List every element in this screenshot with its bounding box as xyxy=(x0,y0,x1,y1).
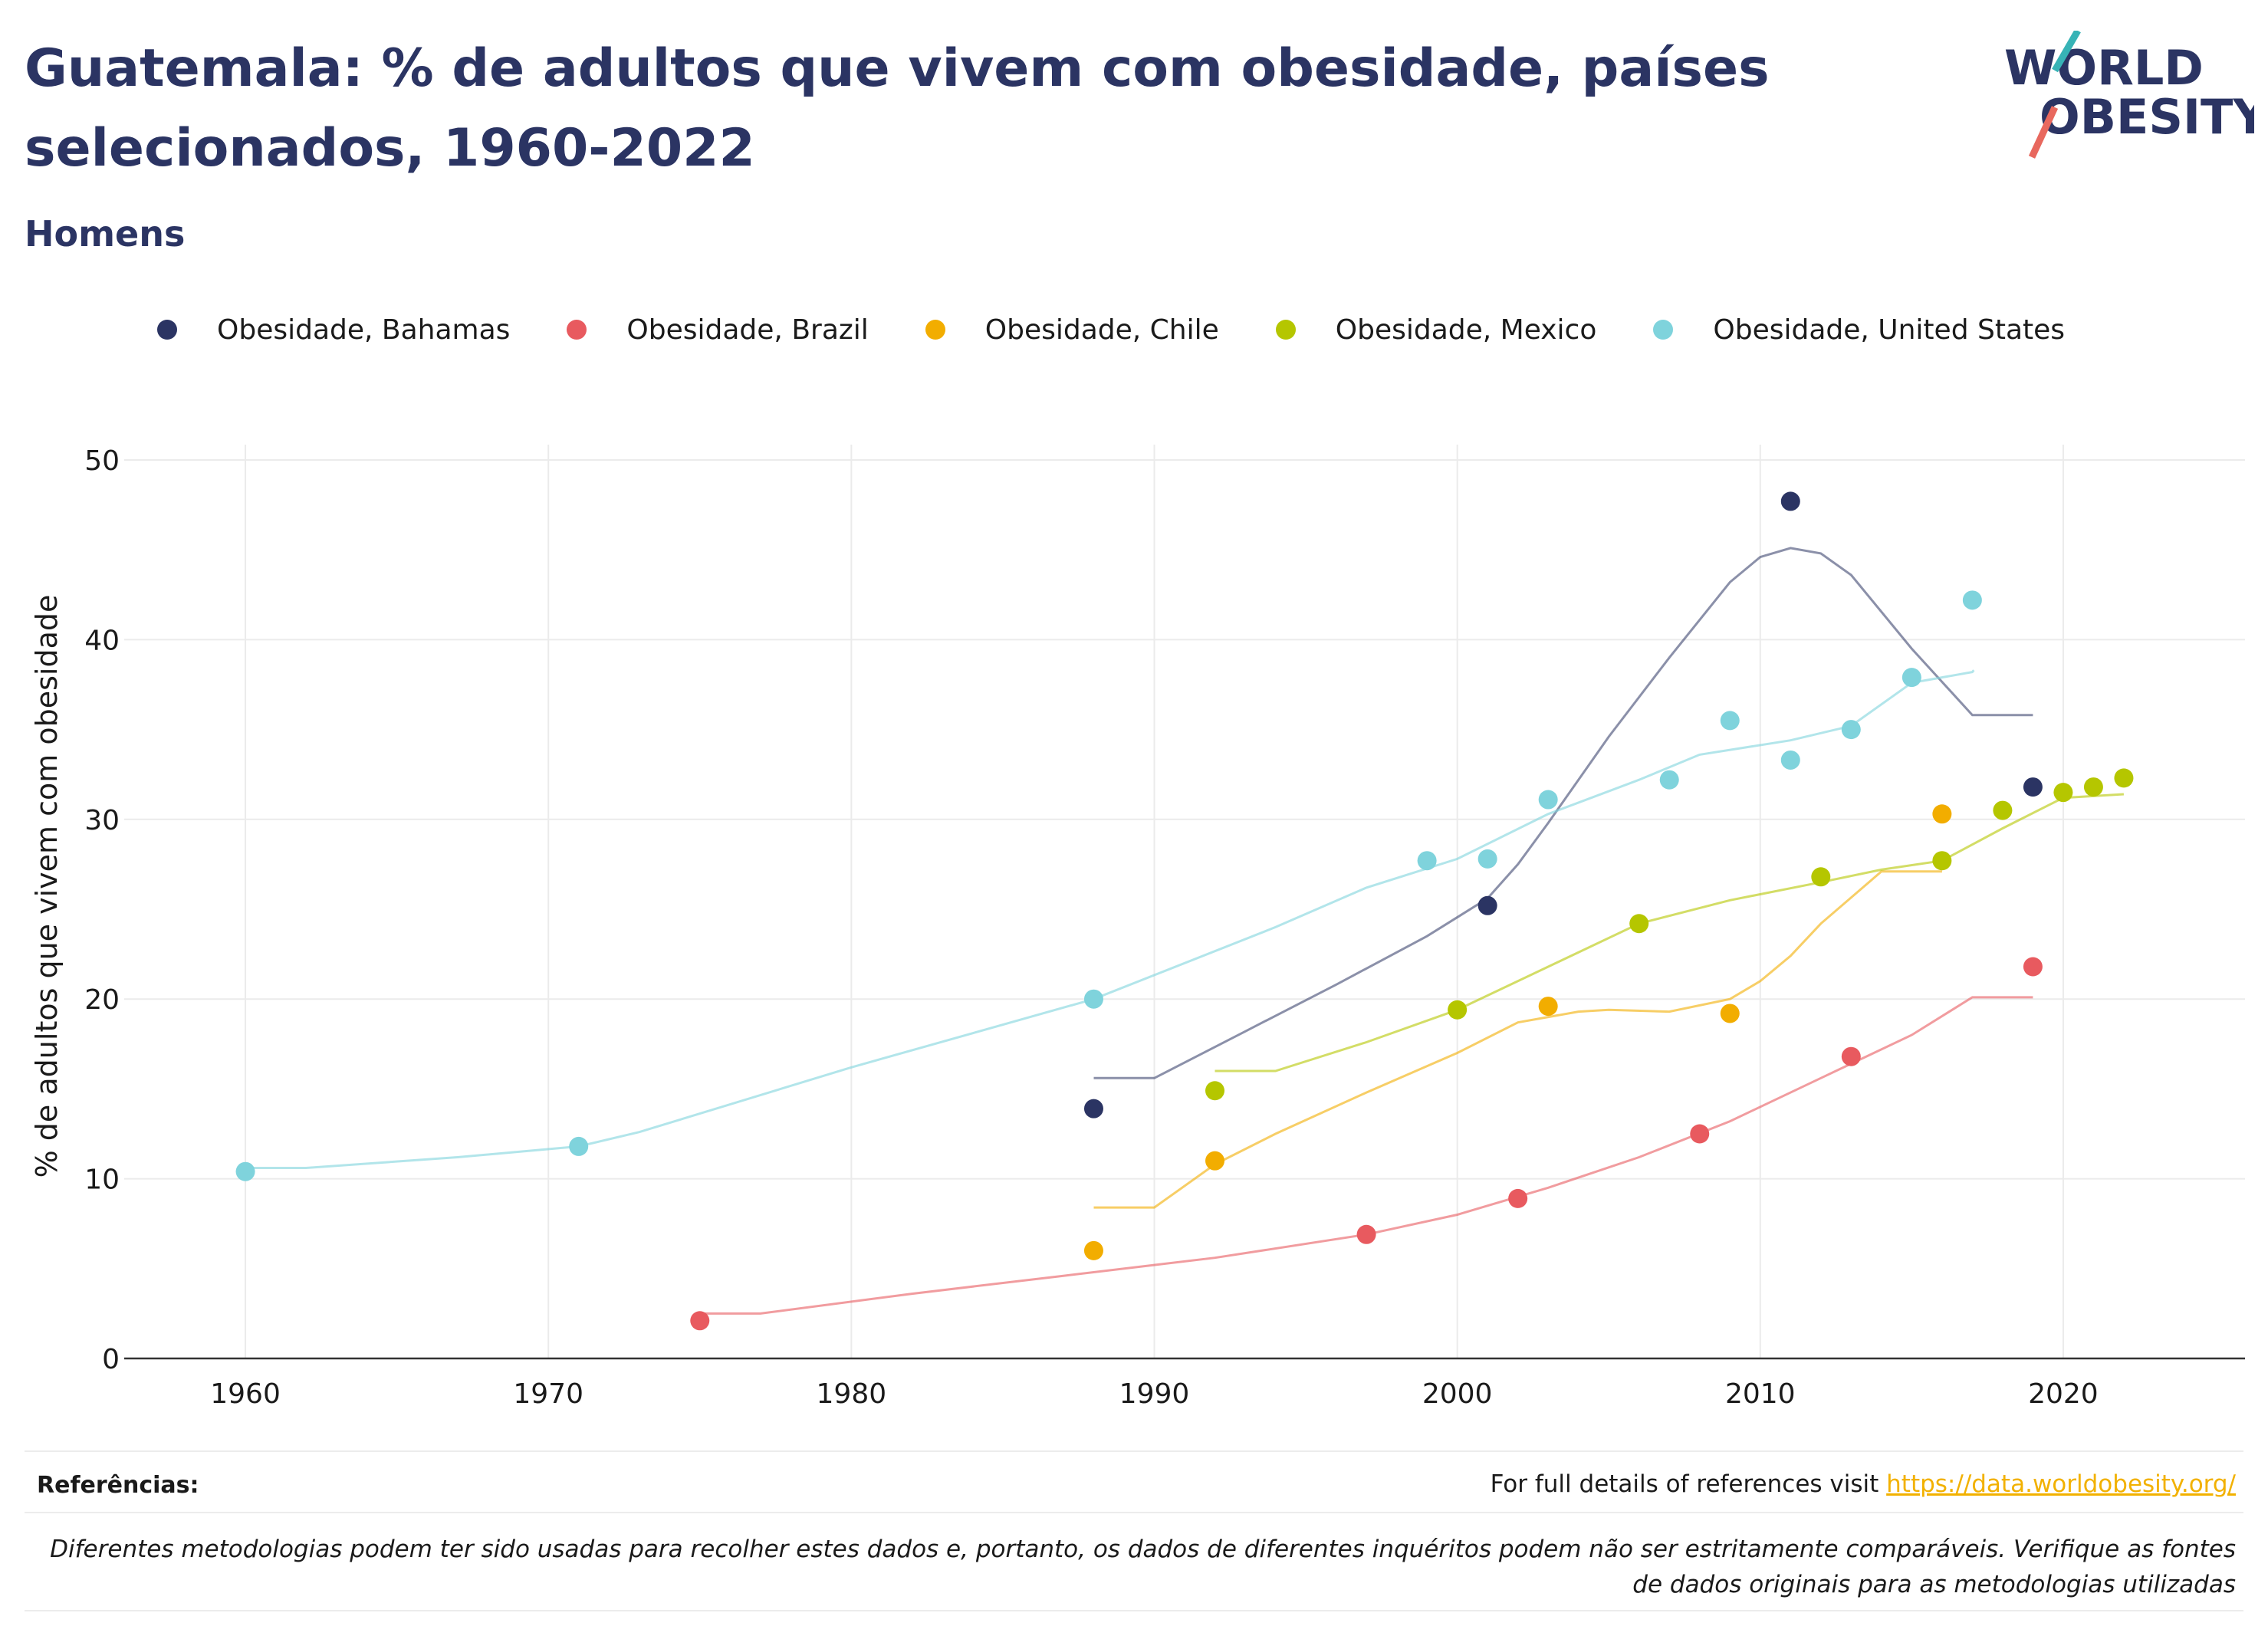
y-tick-label: 10 xyxy=(84,1164,120,1196)
data-point xyxy=(1205,1151,1225,1171)
world-obesity-logo: WORLD OBESITY xyxy=(2004,31,2254,159)
data-point xyxy=(1720,1004,1740,1023)
logo-slash-teal xyxy=(2052,31,2081,73)
data-point xyxy=(2053,783,2073,803)
legend-label: Obesidade, Bahamas xyxy=(217,314,511,346)
footer-divider-middle xyxy=(25,1512,2243,1513)
chart-subtitle: Homens xyxy=(25,213,186,255)
data-point xyxy=(1477,849,1497,869)
legend-item[interactable]: Obesidade, Bahamas xyxy=(157,314,510,346)
y-axis-label: % de adultos que vivem com obesidade xyxy=(30,595,64,1178)
trend-line xyxy=(1093,547,2033,1079)
data-point xyxy=(1629,914,1649,934)
data-point xyxy=(1448,1000,1468,1020)
trend-line xyxy=(245,669,1975,1169)
x-tick-label: 1980 xyxy=(817,1378,887,1410)
logo-line2: OBESITY xyxy=(2040,89,2254,145)
data-point xyxy=(1902,668,1921,688)
data-point xyxy=(2023,777,2043,797)
chart-title: Guatemala: % de adultos que vivem com ob… xyxy=(25,38,1770,179)
data-point xyxy=(1993,800,2013,820)
data-point xyxy=(1932,804,1952,824)
references-text: For full details of references visit htt… xyxy=(1491,1470,2236,1498)
data-point xyxy=(1538,790,1558,810)
x-tick-label: 2010 xyxy=(1725,1378,1796,1410)
legend-marker xyxy=(1653,320,1674,340)
data-point xyxy=(1720,711,1740,731)
legend-marker xyxy=(1275,320,1296,340)
data-point xyxy=(1083,989,1103,1009)
data-point xyxy=(1690,1124,1710,1144)
references-label: Referências: xyxy=(37,1472,199,1499)
data-point xyxy=(2023,957,2043,977)
legend-item[interactable]: Obesidade, Brazil xyxy=(567,314,869,346)
logo-slash-coral xyxy=(2028,106,2059,159)
legend-label: Obesidade, United States xyxy=(1713,314,2066,346)
legend-item[interactable]: Obesidade, Chile xyxy=(925,314,1219,346)
legend-marker xyxy=(925,320,945,340)
y-tick-label: 20 xyxy=(84,984,120,1016)
data-point xyxy=(1205,1081,1225,1101)
references-prefix: For full details of references visit xyxy=(1490,1470,1887,1498)
data-point xyxy=(1417,851,1437,871)
data-point xyxy=(1477,895,1497,915)
legend-marker xyxy=(157,320,177,340)
data-point xyxy=(1962,590,1982,610)
data-point xyxy=(2114,768,2134,788)
data-point xyxy=(569,1136,589,1156)
data-point xyxy=(1841,720,1861,740)
x-tick-label: 1970 xyxy=(513,1378,583,1410)
data-point xyxy=(1356,1224,1376,1244)
data-point xyxy=(1659,770,1679,790)
data-point xyxy=(2083,777,2103,797)
data-point xyxy=(1083,1240,1103,1260)
references-link[interactable]: https://data.worldobesity.org/ xyxy=(1886,1470,2236,1498)
x-tick-label: 1990 xyxy=(1119,1378,1190,1410)
data-point xyxy=(1538,997,1558,1017)
data-point xyxy=(1932,851,1952,871)
footer-divider-bottom xyxy=(25,1610,2243,1611)
data-point xyxy=(1083,1099,1103,1118)
y-tick-label: 0 xyxy=(102,1344,120,1375)
legend-item[interactable]: Obesidade, United States xyxy=(1653,314,2065,346)
data-point xyxy=(1780,750,1800,770)
footer-divider-top xyxy=(25,1450,2243,1452)
legend-label: Obesidade, Mexico xyxy=(1335,314,1597,346)
legend-item[interactable]: Obesidade, Mexico xyxy=(1275,314,1597,346)
data-point xyxy=(690,1311,710,1331)
data-point xyxy=(235,1161,255,1181)
data-point xyxy=(1841,1046,1861,1066)
x-tick-label: 1960 xyxy=(210,1378,281,1410)
x-tick-label: 2000 xyxy=(1422,1378,1493,1410)
legend-marker xyxy=(567,320,587,340)
data-point xyxy=(1508,1188,1528,1208)
legend-label: Obesidade, Brazil xyxy=(626,314,869,346)
data-point xyxy=(1780,491,1800,511)
y-tick-label: 30 xyxy=(84,805,120,836)
x-tick-label: 2020 xyxy=(2028,1378,2099,1410)
y-tick-label: 50 xyxy=(84,445,120,477)
y-tick-label: 40 xyxy=(84,625,120,656)
trend-line xyxy=(1093,870,1942,1209)
methodology-note: Diferentes metodologias podem ter sido u… xyxy=(50,1536,2236,1598)
chart-plot: 1960 1970 1980 1990 2000 2010 2020 0 10 20 30 40 50%… xyxy=(30,445,2245,1410)
logo-line1: WORLD xyxy=(2004,40,2204,96)
legend-label: Obesidade, Chile xyxy=(984,314,1219,346)
chart-legend: Obesidade, Bahamas Obesidade, Brazil Obesi… xyxy=(157,307,2122,353)
data-point xyxy=(1811,867,1831,887)
trend-line xyxy=(1215,793,2124,1073)
trend-line xyxy=(699,996,2033,1315)
